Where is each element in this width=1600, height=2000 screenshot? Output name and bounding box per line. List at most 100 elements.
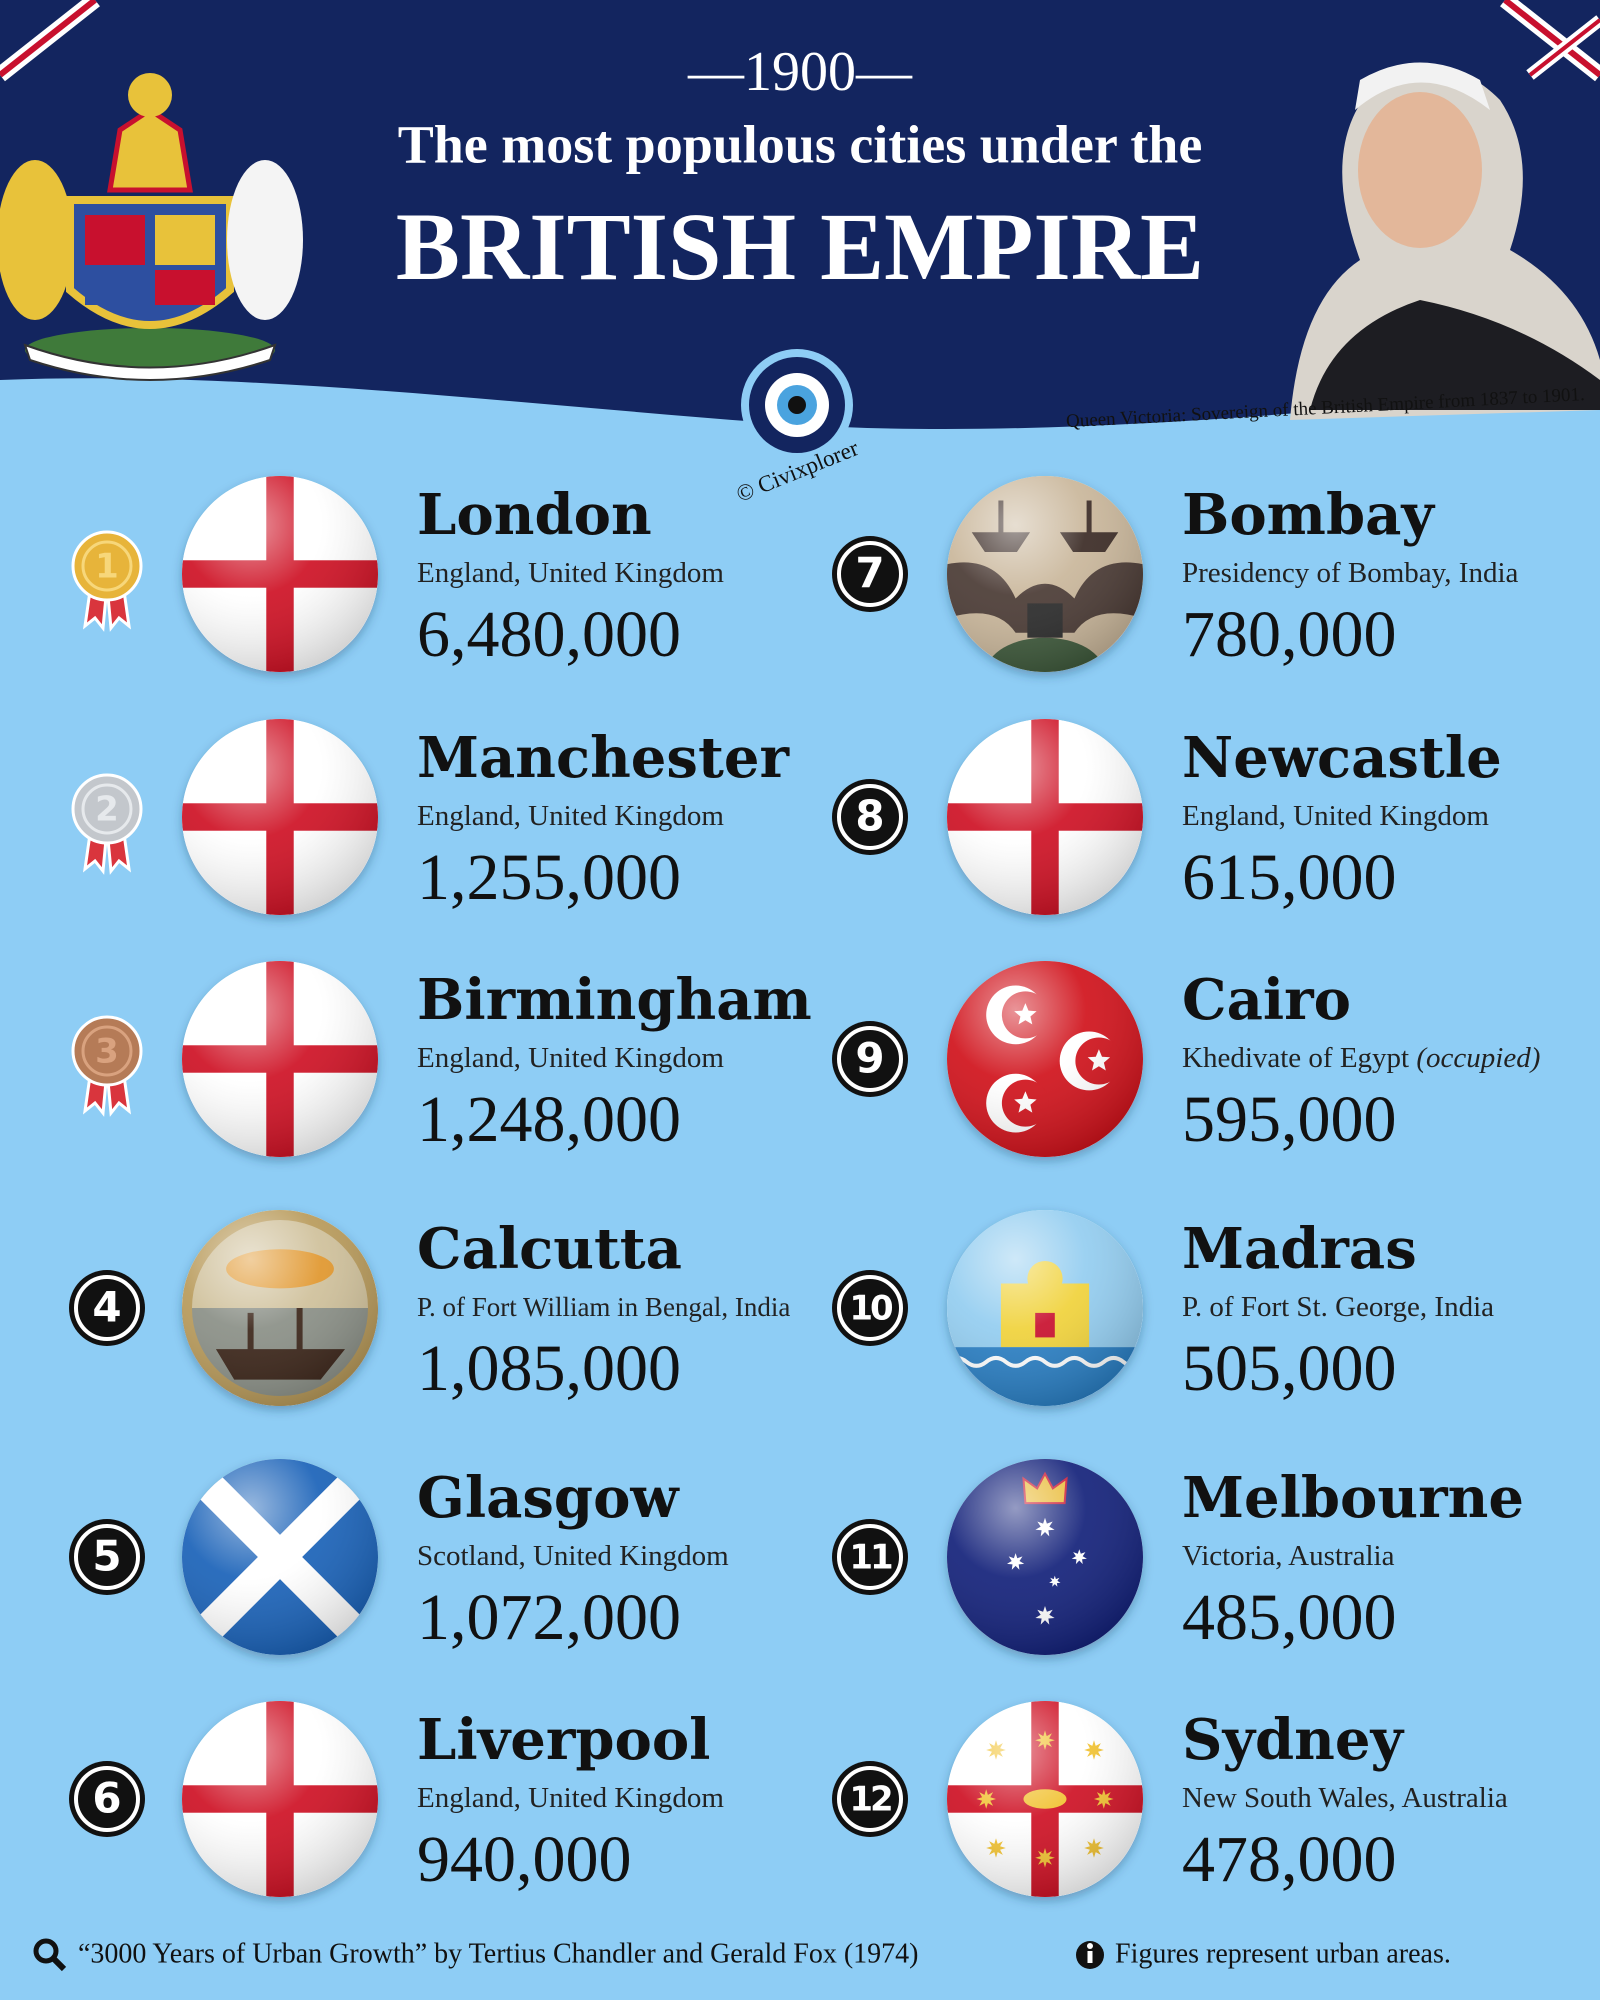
rank: 9 [855,1034,884,1083]
city-region: Khedivate of Egypt (occupied) [1182,1042,1540,1074]
city-card: 12 Sydney New South Wales, Australia 478,00… [832,1701,1508,1897]
region-text: Victoria, Australia [1182,1540,1395,1572]
flag-gloss [947,961,1143,1157]
flag-gloss [182,719,378,915]
flag-corner-right [1500,0,1600,82]
city-population: 595,000 [1182,1083,1397,1156]
city-name: London [417,482,652,548]
city-population: 615,000 [1182,841,1397,914]
flag [947,719,1143,915]
flag-gloss [947,1210,1143,1406]
city-region: England, United Kingdom [417,1782,724,1814]
rank-badge-ring [837,1275,903,1341]
city-card: 10 Madras P. of Fort St. George, India 505,… [832,1210,1494,1406]
flag [182,1701,378,1897]
rank-badge [832,536,908,612]
medal-inner [81,1025,133,1077]
rank: 5 [92,1532,121,1581]
rank-badge [832,1519,908,1595]
rank-badge-ring [837,541,903,607]
logo [741,349,853,461]
rank: 6 [92,1774,121,1823]
city-cards: 1 London England, United Kingdom 6,480,000 2… [69,476,1540,1897]
rank: 2 [95,790,119,830]
region-text: Khedivate of Egypt [1182,1042,1409,1074]
title-line-2: BRITISH EMPIRE [396,193,1204,300]
region-text: England, United Kingdom [1182,800,1489,832]
city-card: 2 Manchester England, United Kingdom 1,255,… [71,719,790,915]
flag-gloss [182,1701,378,1897]
rank-badge [832,779,908,855]
region-text: England, United Kingdom [417,557,724,589]
city-name: Cairo [1182,967,1351,1033]
flag-gloss [947,719,1143,915]
region-text: England, United Kingdom [417,800,724,832]
region-text: Scotland, United Kingdom [417,1540,729,1572]
city-name: Melbourne [1182,1465,1524,1531]
city-card: 8 Newcastle England, United Kingdom 615,000 [832,719,1502,915]
region-text: P. of Fort St. George, India [1182,1291,1494,1323]
city-name: Newcastle [1182,725,1502,791]
flag-gloss [947,1459,1143,1655]
rank-badge-ring [837,1524,903,1590]
flag [947,1210,1143,1406]
rank: 7 [855,549,884,598]
rank: 10 [849,1289,893,1329]
flag-gloss [182,1459,378,1655]
rank-badge-ring [74,1275,140,1341]
city-population: 1,072,000 [417,1581,681,1654]
city-name: Manchester [417,725,790,791]
footer-source: “3000 Years of Urban Growth” by Tertius … [78,1938,918,1969]
region-text: England, United Kingdom [417,1782,724,1814]
city-name: Liverpool [417,1707,710,1773]
rank-badge [832,1021,908,1097]
title-line-1: The most populous cities under the [398,114,1203,174]
city-name: Calcutta [417,1216,682,1282]
rank: 1 [95,547,119,587]
rank-badge-ring [837,784,903,850]
coat-of-arms [0,73,303,381]
flag-gloss [947,476,1143,672]
flag [947,476,1143,672]
medal-inner [81,540,133,592]
city-name: Madras [1182,1216,1417,1282]
city-region: New South Wales, Australia [1182,1782,1508,1814]
city-card: 5 Glasgow Scotland, United Kingdom 1,072,00… [69,1459,729,1655]
city-card: 7 Bombay Presidency of Bombay, India 780,00… [832,476,1519,672]
city-region: England, United Kingdom [1182,800,1489,832]
city-population: 505,000 [1182,1332,1397,1405]
city-region: England, United Kingdom [417,557,724,589]
city-population: 485,000 [1182,1581,1397,1654]
region-text: New South Wales, Australia [1182,1782,1508,1814]
city-region: Presidency of Bombay, India [1182,557,1519,589]
flag [182,719,378,915]
rank: 12 [849,1780,891,1820]
flag-gloss [182,476,378,672]
city-region: Victoria, Australia [1182,1540,1395,1572]
city-population: 478,000 [1182,1823,1397,1896]
flag-gloss [182,1210,378,1406]
rank-badge [832,1270,908,1346]
city-name: Birmingham [417,967,812,1033]
city-population: 1,255,000 [417,841,681,914]
rank-badge-ring [74,1766,140,1832]
header-band [0,0,1600,430]
rank: 11 [849,1538,892,1578]
city-name: Glasgow [417,1465,680,1531]
city-card: 1 London England, United Kingdom 6,480,000 [71,476,724,672]
rank-badge [69,1519,145,1595]
city-population: 6,480,000 [417,598,681,671]
region-text: Presidency of Bombay, India [1182,557,1519,589]
city-population: 940,000 [417,1823,632,1896]
city-population: 1,085,000 [417,1332,681,1405]
medal-inner [81,783,133,835]
rank-badge-ring [837,1766,903,1832]
city-region: P. of Fort William in Bengal, India [417,1292,790,1322]
rank-badge-ring [74,1524,140,1590]
flag-gloss [182,961,378,1157]
city-region: Scotland, United Kingdom [417,1540,729,1572]
city-region: England, United Kingdom [417,800,724,832]
search-icon [33,1938,67,1972]
city-card: 3 Birmingham England, United Kingdom 1,248,… [71,961,812,1157]
